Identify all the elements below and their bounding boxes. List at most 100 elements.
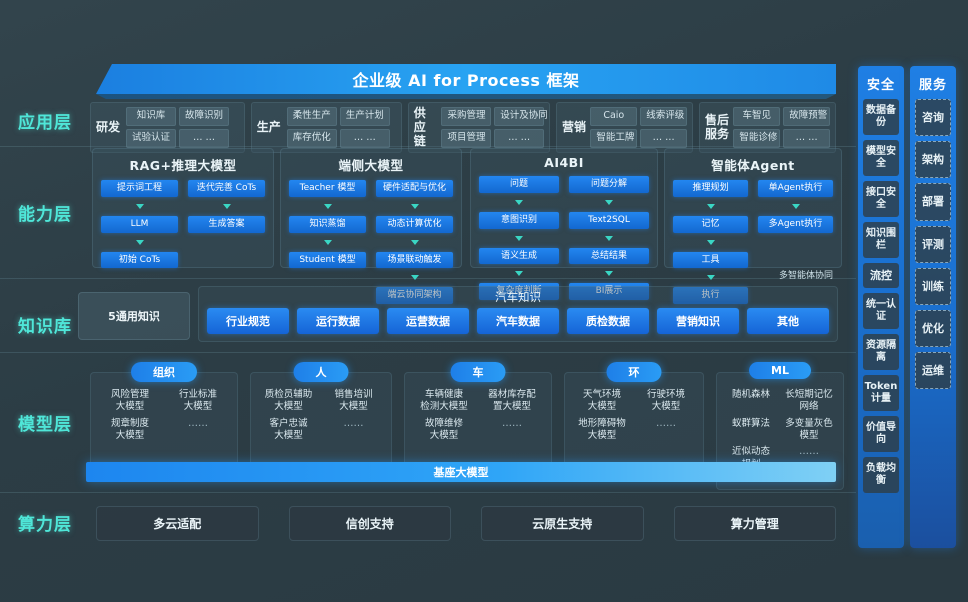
capability-chip[interactable]: 工具 — [673, 251, 748, 269]
model-item[interactable]: 器材库存配 置大模型 — [488, 389, 536, 413]
model-item[interactable]: 随机森林 — [731, 389, 770, 400]
application-group-4[interactable]: 营销 Caio 线索评级 智能工牌… … — [556, 102, 693, 154]
application-group-5[interactable]: 售后服务 车智见 故障预警 智能诊修… … — [699, 102, 836, 154]
application-group-2[interactable]: 生产 柔性生产 生产计划 库存优化… … — [250, 102, 402, 154]
capability-card-2[interactable]: 端侧大模型 Teacher 模型 知识蒸馏 Student 模型 硬件适配与优化 动态计算… — [280, 148, 462, 305]
service-item[interactable]: 部署 — [915, 183, 951, 221]
security-item[interactable]: Token计量 — [863, 375, 899, 412]
application-cell[interactable]: … … — [179, 129, 230, 149]
model-item[interactable]: 客户忠诚 大模型 — [269, 417, 308, 442]
capability-chip[interactable]: Text2SQL — [569, 211, 649, 229]
security-item[interactable]: 价值导向 — [863, 416, 899, 453]
model-card-3[interactable]: 车车辆健康 检测大模型 器材库存配 置大模型 故障维修 大模型 …… — [404, 362, 552, 470]
service-item[interactable]: 运维 — [915, 352, 951, 390]
model-item[interactable]: 风险管理 大模型 — [110, 389, 149, 413]
knowledge-chip[interactable]: 质检数据 — [567, 308, 649, 334]
capability-chip[interactable]: Student 模型 — [289, 251, 366, 269]
capability-chip[interactable]: 执行 — [673, 287, 748, 305]
knowledge-chip[interactable]: 汽车数据 — [477, 308, 559, 334]
model-card-4[interactable]: 环天气环境 大模型 行驶环境 大模型 地形障碍物 大模型 …… — [564, 362, 704, 470]
model-item-ellipsis[interactable]: …… — [656, 417, 676, 429]
capability-chip[interactable]: 复杂度判断 — [479, 283, 559, 301]
service-item[interactable]: 评测 — [915, 225, 951, 263]
model-item[interactable]: 质检员辅助 大模型 — [264, 389, 313, 413]
model-card-2[interactable]: 人质检员辅助 大模型 销售培训 大模型 客户忠诚 大模型 …… — [250, 362, 392, 470]
compute-cell[interactable]: 信创支持 — [288, 506, 451, 541]
security-item[interactable]: 数据备份 — [863, 99, 899, 135]
model-item-ellipsis[interactable]: …… — [343, 417, 364, 429]
application-cell[interactable]: 柔性生产 — [286, 107, 337, 127]
application-cell[interactable]: … … — [640, 129, 687, 149]
application-cell[interactable]: Caio — [590, 107, 638, 127]
compute-cell[interactable]: 多云适配 — [96, 506, 259, 541]
security-item[interactable]: 知识围栏 — [863, 222, 899, 258]
application-cell[interactable]: … … — [783, 129, 830, 149]
application-cell[interactable]: 智能工牌 — [590, 129, 638, 149]
application-cell[interactable]: 故障预警 — [783, 107, 830, 127]
capability-chip[interactable]: 迭代完善 CoTs — [188, 180, 265, 197]
service-item[interactable]: 架构 — [915, 141, 951, 179]
model-item[interactable]: 规章制度 大模型 — [110, 417, 149, 442]
service-item[interactable]: 优化 — [915, 309, 951, 348]
knowledge-chip[interactable]: 运行数据 — [297, 308, 379, 334]
capability-chip[interactable]: 问题分解 — [569, 176, 649, 193]
knowledge-chip[interactable]: 营销知识 — [657, 308, 739, 334]
model-item[interactable]: 天气环境 大模型 — [582, 389, 621, 413]
capability-chip[interactable]: 总结结果 — [569, 247, 649, 265]
model-item[interactable]: 地形障碍物 大模型 — [578, 417, 626, 442]
capability-chip[interactable]: 场景联动触发 — [376, 251, 453, 269]
capability-chip[interactable]: 动态计算优化 — [376, 215, 453, 233]
application-cell[interactable]: 设计及协同 — [494, 107, 548, 127]
service-item[interactable]: 训练 — [915, 267, 951, 305]
model-item-ellipsis[interactable]: …… — [799, 446, 819, 458]
capability-chip[interactable]: 知识蒸馏 — [289, 215, 366, 233]
capability-chip[interactable]: 意图识别 — [479, 211, 559, 229]
model-item[interactable]: 多变量灰色 模型 — [785, 417, 833, 442]
knowledge-chip[interactable]: 运营数据 — [387, 308, 469, 334]
application-cell[interactable]: 库存优化 — [286, 129, 337, 149]
application-cell[interactable]: … … — [494, 129, 544, 149]
application-cell[interactable]: 生产计划 — [339, 107, 390, 127]
capability-chip[interactable]: 生成答案 — [188, 215, 265, 233]
application-cell[interactable]: 车智见 — [733, 107, 781, 127]
security-item[interactable]: 流控 — [863, 263, 899, 289]
application-cell[interactable]: 故障识别 — [179, 107, 230, 127]
application-cell[interactable]: 线索评级 — [640, 107, 687, 127]
security-item[interactable]: 资源隔离 — [863, 334, 899, 371]
model-item-ellipsis[interactable]: …… — [502, 417, 522, 429]
capability-chip[interactable]: 初始 CoTs — [101, 251, 178, 269]
capability-chip[interactable]: Teacher 模型 — [289, 180, 366, 197]
security-item[interactable]: 负载均衡 — [863, 457, 899, 494]
capability-chip[interactable]: 多Agent执行 — [758, 215, 833, 233]
capability-card-4[interactable]: 智能体Agent 推理规划 记忆 工具 执行 单Agent执行 多Agent执行 多智能体协同 — [664, 148, 842, 305]
model-item[interactable]: 行驶环境 大模型 — [646, 389, 685, 413]
capability-chip[interactable]: LLM — [101, 215, 178, 233]
compute-cell[interactable]: 算力管理 — [673, 506, 836, 541]
security-item[interactable]: 统一认证 — [863, 293, 899, 330]
compute-cell[interactable]: 云原生支持 — [481, 506, 644, 541]
capability-chip[interactable]: 端云协同架构 — [376, 287, 453, 305]
capability-chip[interactable]: 提示词工程 — [101, 180, 178, 197]
model-item[interactable]: 蚁群算法 — [731, 417, 770, 429]
application-cell[interactable]: 试验认证 — [126, 129, 177, 149]
security-item[interactable]: 接口安全 — [863, 181, 899, 217]
capability-chip[interactable]: 硬件适配与优化 — [376, 180, 453, 197]
application-cell[interactable]: 智能诊修 — [733, 129, 781, 149]
application-group-1[interactable]: 研发 知识库 故障识别 试验认证… … — [90, 102, 245, 154]
application-cell[interactable]: … … — [339, 129, 390, 149]
application-cell[interactable]: 采购管理 — [441, 107, 492, 127]
application-cell[interactable]: 项目管理 — [441, 129, 492, 149]
capability-chip[interactable]: BI展示 — [569, 283, 649, 301]
application-group-3[interactable]: 供应链 采购管理 设计及协同 项目管理… … — [407, 102, 550, 154]
application-cell[interactable]: 知识库 — [126, 107, 177, 127]
model-item[interactable]: 车辆健康 检测大模型 — [420, 389, 468, 413]
knowledge-chip[interactable]: 其他 — [747, 308, 829, 334]
model-item-ellipsis[interactable]: …… — [188, 417, 208, 429]
capability-chip[interactable]: 语义生成 — [479, 247, 559, 265]
capability-chip[interactable]: 推理规划 — [673, 180, 748, 197]
knowledge-chip[interactable]: 行业规范 — [207, 308, 289, 334]
model-item[interactable]: 行业标准 大模型 — [178, 389, 217, 413]
capability-chip[interactable]: 单Agent执行 — [758, 180, 833, 197]
capability-card-3[interactable]: AI4BI 问题 意图识别 语义生成 复杂度判断 问题分解 Text2SQL 总结结果 BI展示 — [470, 148, 658, 301]
model-item[interactable]: 销售培训 大模型 — [334, 389, 373, 413]
